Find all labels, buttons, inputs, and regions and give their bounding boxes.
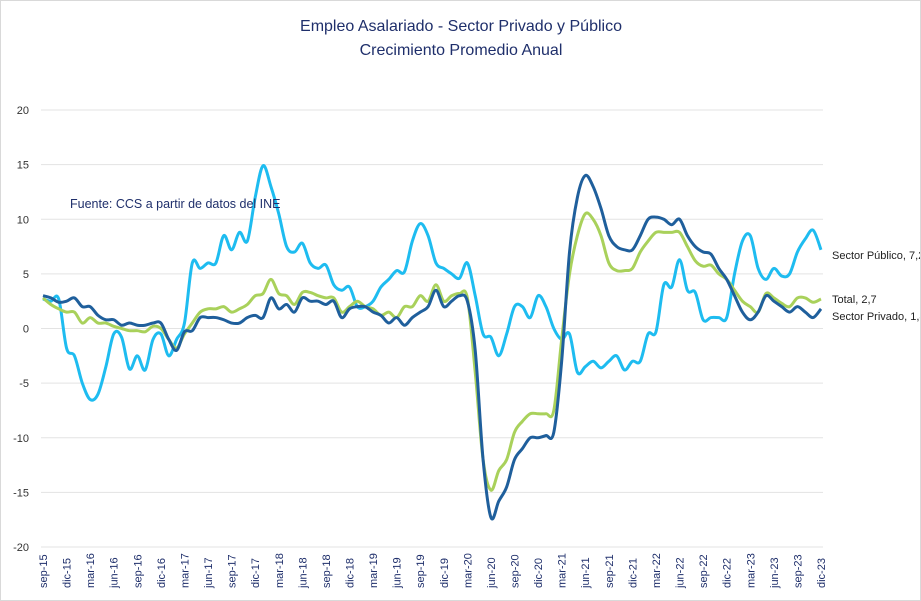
y-tick-label: 20 [17, 105, 29, 117]
series-line-sector-publico [42, 164, 823, 402]
x-tick-label: dic-17 [250, 558, 262, 588]
chart-title: Empleo Asalariado - Sector Privado y Púb… [300, 18, 622, 35]
x-tick-label: mar-22 [651, 553, 663, 588]
series-end-label: Sector Privado, 1,8 [832, 311, 921, 323]
y-tick-label: -10 [13, 433, 29, 445]
x-tick-label: sep-21 [604, 554, 616, 588]
x-tick-label: mar-23 [745, 553, 757, 588]
x-tick-label: jun-16 [109, 557, 121, 589]
x-tick-label: dic-18 [344, 558, 356, 588]
x-tick-label: jun-17 [203, 557, 215, 589]
x-tick-label: sep-23 [792, 554, 804, 588]
x-tick-label: sep-22 [698, 554, 710, 588]
x-tick-label: sep-17 [227, 554, 239, 588]
x-tick-label: sep-18 [321, 554, 333, 588]
series-end-label: Sector Público, 7,2 [832, 250, 921, 262]
x-tick-label: dic-22 [722, 558, 734, 588]
y-tick-label: -15 [13, 487, 29, 499]
x-tick-label: jun-21 [580, 557, 592, 589]
y-tick-label: -20 [13, 542, 29, 554]
x-tick-label: jun-22 [675, 557, 687, 589]
series-line-sector-privado [42, 173, 823, 521]
y-tick-label: 5 [23, 269, 29, 281]
x-tick-label: dic-21 [627, 558, 639, 588]
series-end-label: Total, 2,7 [832, 294, 877, 306]
y-tick-label: -5 [19, 378, 29, 390]
x-tick-label: mar-17 [179, 553, 191, 588]
x-tick-label: mar-20 [462, 553, 474, 588]
x-tick-label: mar-16 [85, 553, 97, 588]
x-tick-label: sep-16 [132, 554, 144, 588]
y-tick-label: 15 [17, 160, 29, 172]
y-tick-label: 0 [23, 324, 29, 336]
y-tick-label: 10 [17, 214, 29, 226]
x-tick-label: sep-19 [415, 554, 427, 588]
x-tick-label: dic-16 [156, 558, 168, 588]
x-tick-label: dic-19 [439, 558, 451, 588]
x-tick-label: mar-19 [368, 553, 380, 588]
x-tick-label: dic-23 [816, 558, 828, 588]
x-tick-label: dic-15 [62, 558, 74, 588]
x-tick-label: mar-21 [557, 553, 569, 588]
x-tick-label: dic-20 [533, 558, 545, 588]
source-note: Fuente: CCS a partir de datos del INE [70, 197, 281, 211]
chart-subtitle: Crecimiento Promedio Anual [360, 42, 563, 59]
x-tick-label: jun-18 [297, 557, 309, 589]
x-tick-label: jun-19 [392, 557, 404, 589]
x-tick-label: mar-18 [274, 553, 286, 588]
x-tick-label: sep-20 [510, 554, 522, 588]
x-tick-label: jun-20 [486, 557, 498, 589]
x-tick-label: sep-15 [38, 554, 50, 588]
x-tick-label: jun-23 [769, 557, 781, 589]
